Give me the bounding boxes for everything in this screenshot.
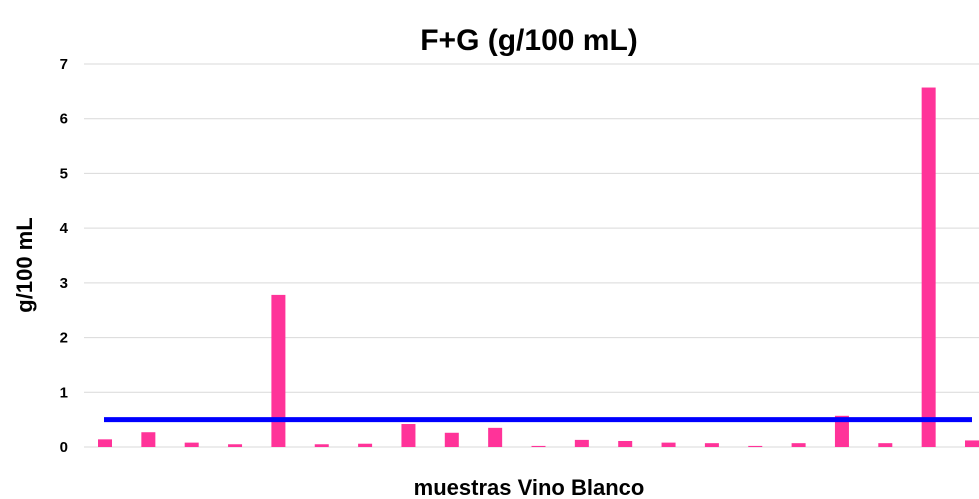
- gridlines: [84, 63, 979, 448]
- bar: [98, 439, 112, 447]
- bar: [704, 443, 719, 447]
- bar: [401, 424, 416, 447]
- bar: [878, 443, 893, 447]
- y-tick-label: 2: [60, 330, 68, 347]
- y-tick-label: 0: [60, 439, 68, 456]
- bar: [358, 443, 373, 447]
- bar: [141, 432, 156, 447]
- bar: [791, 443, 806, 447]
- y-axis-ticks: 0 1 2 3 4 5 6 7: [60, 56, 69, 456]
- bar: [574, 439, 589, 447]
- bar: [314, 444, 329, 447]
- y-tick-label: 4: [60, 220, 69, 237]
- bar: [271, 294, 286, 447]
- bar: [834, 415, 849, 447]
- bar: [921, 87, 936, 447]
- y-axis-label: g/100 mL: [12, 217, 37, 312]
- y-tick-label: 7: [60, 56, 68, 73]
- y-tick-label: 1: [60, 384, 68, 401]
- bar: [184, 442, 199, 447]
- bar: [965, 440, 979, 447]
- bars: [98, 87, 979, 447]
- y-tick-label: 5: [60, 165, 68, 182]
- y-tick-label: 6: [60, 111, 68, 128]
- bar: [661, 442, 676, 447]
- bar: [531, 445, 546, 447]
- bar: [228, 444, 243, 447]
- bar: [488, 427, 503, 447]
- y-tick-label: 3: [60, 275, 68, 292]
- x-axis-label: muestras Vino Blanco: [414, 475, 645, 499]
- bar: [748, 445, 763, 447]
- bar: [444, 432, 459, 447]
- bar: [618, 440, 633, 447]
- chart-title: F+G (g/100 mL): [420, 24, 638, 57]
